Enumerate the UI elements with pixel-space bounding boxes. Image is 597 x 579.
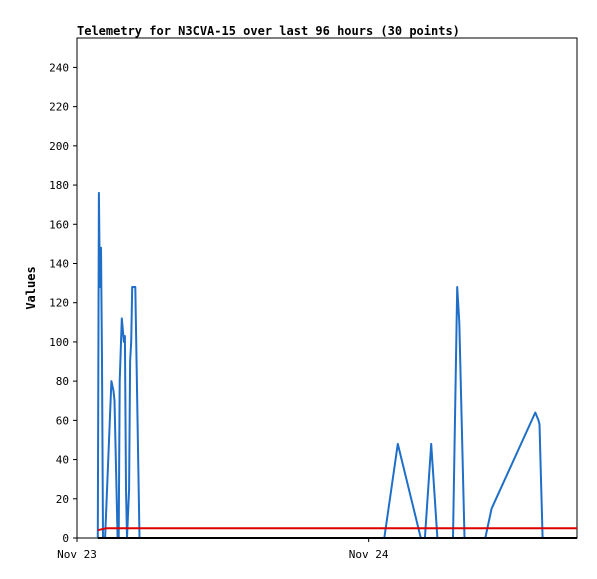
y-axis: 0 20 40 60 80 100 120 140 160 180 200 220 240 [49,61,77,545]
y-axis-title: Values [24,266,38,309]
y-tick-label: 220 [49,101,69,114]
y-tick-label: 240 [49,61,69,74]
y-tick-label: 20 [56,493,69,506]
y-tick-label: 80 [56,375,69,388]
chart-title: Telemetry for N3CVA-15 over last 96 hour… [77,24,460,38]
x-axis: Nov 23 Nov 24 [57,538,389,561]
y-tick-label: 0 [62,532,69,545]
x-tick-label: Nov 23 [57,548,97,561]
plot-area [76,37,578,539]
series-group [96,191,577,539]
y-tick-label: 120 [49,297,69,310]
y-tick-label: 160 [49,218,69,231]
y-tick-label: 140 [49,257,69,270]
series-line-1 [97,527,577,532]
y-tick-label: 40 [56,454,69,467]
y-tick-label: 60 [56,414,69,427]
y-tick-label: 200 [49,140,69,153]
y-tick-label: 180 [49,179,69,192]
y-tick-label: 100 [49,336,69,349]
series-line-0 [96,191,546,539]
x-tick-label: Nov 24 [349,548,389,561]
